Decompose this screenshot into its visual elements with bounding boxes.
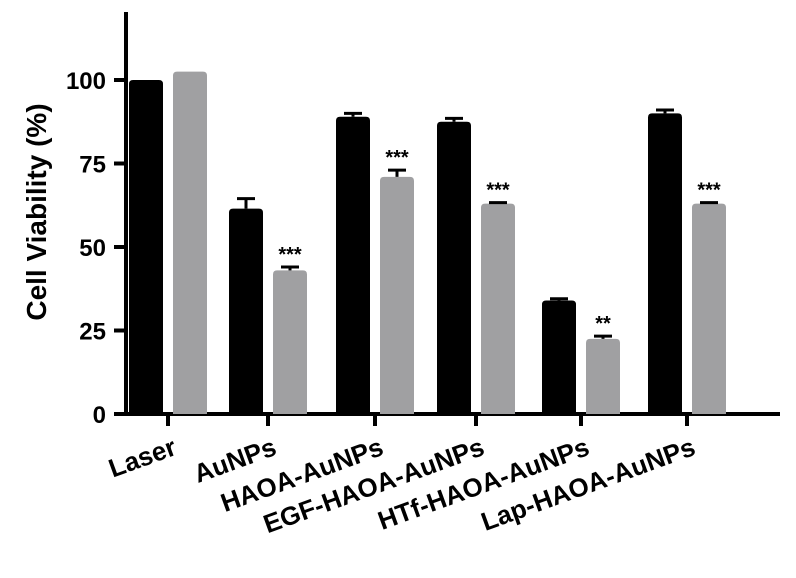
significance-label: *** [486, 180, 510, 202]
significance-label: ** [595, 313, 611, 335]
bar [481, 203, 515, 414]
bar [586, 338, 620, 414]
bar [229, 208, 263, 414]
y-tick-label: 25 [79, 319, 106, 346]
bar [273, 270, 307, 414]
x-tick-label: Laser [105, 431, 180, 483]
bar [380, 176, 414, 414]
bar [542, 300, 576, 414]
bar [173, 71, 207, 415]
y-tick-label: 100 [66, 68, 106, 95]
significance-label: *** [385, 147, 409, 169]
y-tick-label: 75 [79, 152, 106, 179]
significance-label: *** [697, 180, 721, 202]
y-tick-label: 0 [93, 402, 106, 429]
bar [437, 121, 471, 414]
y-axis-title: Cell Viability (%) [21, 103, 52, 320]
bar [129, 80, 163, 414]
bar [648, 113, 682, 415]
bar [692, 203, 726, 414]
significance-label: *** [278, 244, 302, 266]
bar [336, 116, 370, 415]
plot-area: 0255075100Laser***AuNPs***HAOA-AuNPs***E… [66, 12, 780, 539]
y-tick-label: 50 [79, 235, 106, 262]
